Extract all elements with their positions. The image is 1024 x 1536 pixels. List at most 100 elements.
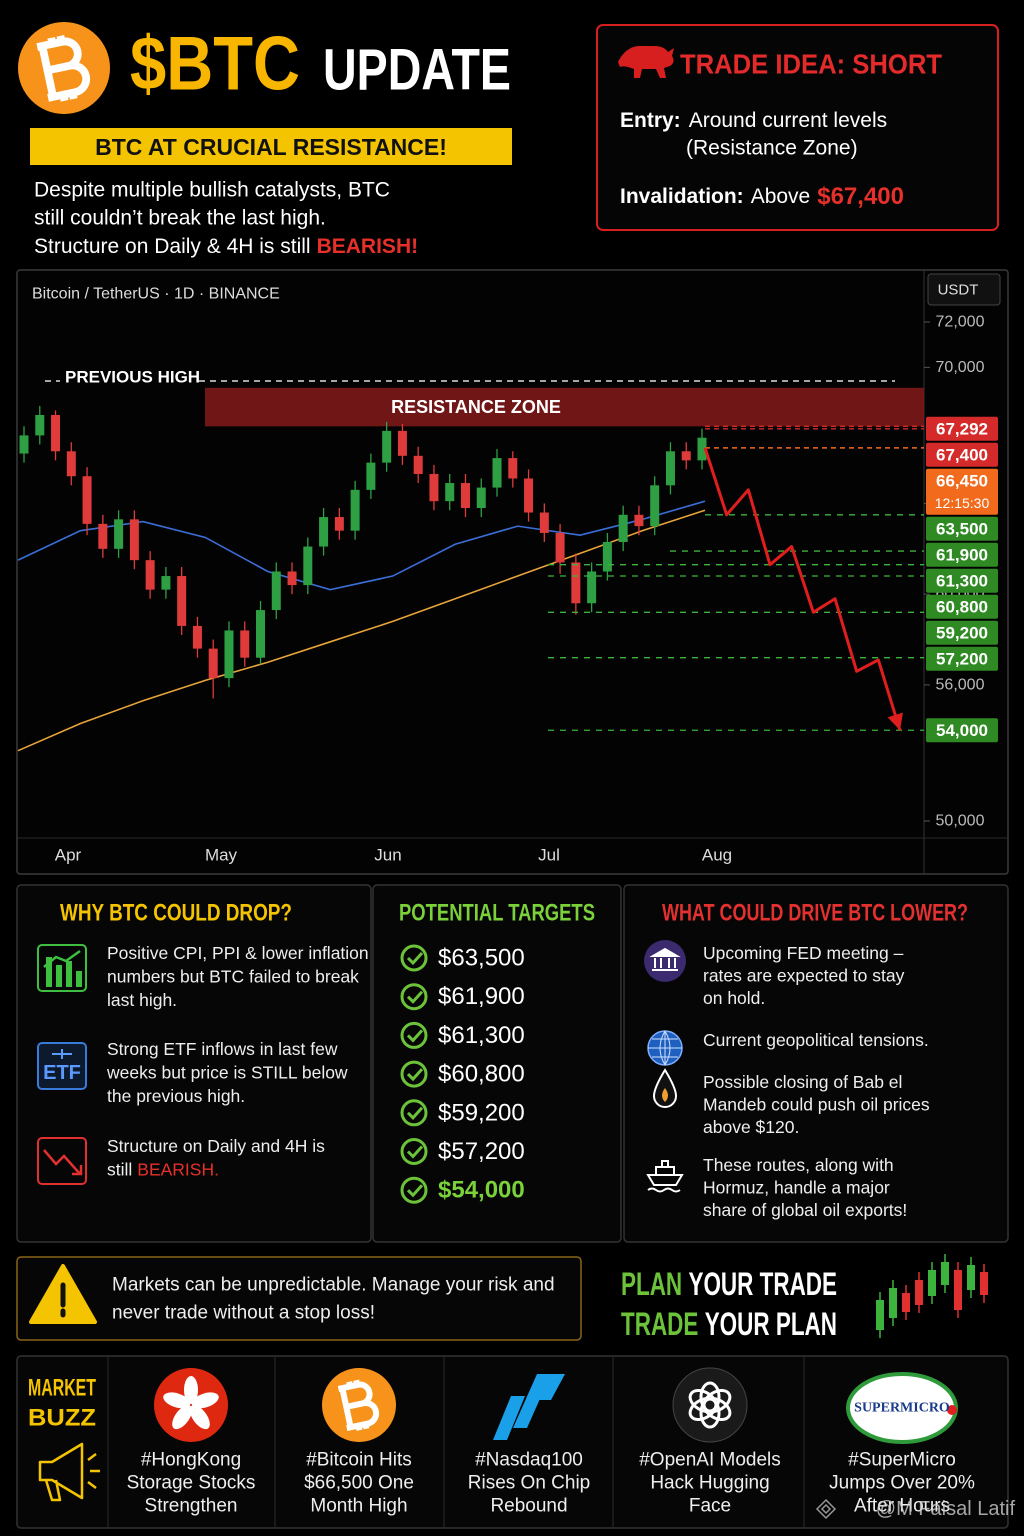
driver-item	[652, 1068, 678, 1108]
icon-frame	[37, 944, 87, 992]
x-tick-label: Jul	[538, 846, 560, 865]
currency-box	[927, 273, 1001, 306]
target-label: 54,000	[936, 721, 988, 740]
resistance-zone-label: RESISTANCE ZONE	[391, 397, 561, 417]
target-item: $61,300	[438, 1022, 525, 1049]
buzz-item	[322, 1368, 396, 1442]
target-check	[406, 951, 424, 966]
why-text: Positive CPI, PPI & lower inflation	[107, 943, 369, 963]
summary-line: Structure on Daily & 4H is still BEARISH!	[34, 235, 418, 258]
target-label: 61,300	[936, 571, 988, 590]
target-icon	[400, 983, 428, 1011]
trade-title: TRADE IDEA: SHORT	[680, 49, 942, 80]
buzz-panel	[16, 1355, 1009, 1529]
bitcoin-glyph-stroke	[337, 1379, 380, 1431]
resistance-zone	[205, 387, 924, 427]
icon-bar	[76, 971, 82, 987]
candle-body	[492, 458, 502, 488]
buzz-text: Month High	[310, 1496, 407, 1517]
why-item	[37, 1042, 87, 1090]
driver-item	[644, 940, 686, 982]
target-label-box	[926, 718, 998, 743]
logo-openai-ring	[688, 1389, 718, 1413]
icon-bar	[56, 965, 62, 987]
why-item	[37, 1137, 87, 1185]
target-label: 63,500	[936, 519, 988, 538]
target-item: $54,000	[438, 1177, 525, 1204]
targets-panel	[372, 884, 622, 1243]
invalidation-level: $67,400	[817, 183, 904, 210]
price-label-time: 12:15:30	[935, 495, 990, 511]
chart-source: Bitcoin / TetherUS · 1D · BINANCE	[32, 286, 280, 303]
candle-body	[114, 519, 124, 549]
warning-text: never trade without a stop loss!	[112, 1303, 375, 1324]
target-check	[406, 1029, 424, 1043]
entry-line: Entry: Around current levels	[620, 109, 887, 132]
target-item: $59,200	[438, 1099, 525, 1126]
icon-building	[649, 947, 681, 971]
candle-body	[697, 437, 707, 461]
y-tick-label: 70,000	[936, 359, 985, 376]
moving-average-line	[17, 509, 706, 752]
driver-item	[647, 1030, 683, 1066]
entry-label: Entry:	[620, 109, 681, 132]
candle-body	[161, 576, 171, 590]
candle-body	[224, 630, 234, 679]
driver-text: Hormuz, handle a major	[703, 1178, 890, 1198]
target-label-box	[926, 516, 998, 541]
candle-body	[445, 483, 455, 502]
warning-box	[16, 1256, 582, 1341]
header-ticker: $BTC	[130, 22, 300, 107]
icon-frame	[37, 1137, 87, 1185]
candle-body	[98, 523, 108, 549]
y-tick-label: 56,000	[936, 676, 985, 693]
candle-body	[129, 519, 139, 561]
buzz-text: #HongKong	[141, 1450, 241, 1471]
buzz-text: #Bitcoin Hits	[306, 1450, 412, 1471]
why-text: the previous high.	[107, 1086, 245, 1106]
buzz-item	[493, 1374, 565, 1440]
candle-body	[650, 485, 660, 527]
slogan-line: TRADEYOUR PLAN	[621, 1306, 837, 1342]
driver-text: Mandeb could push oil prices	[703, 1095, 930, 1115]
etf-icon-label: ETF	[43, 1062, 81, 1084]
bear-icon	[618, 46, 674, 78]
logo-nasdaq	[493, 1374, 565, 1440]
candle-body	[51, 414, 61, 452]
target-icon	[400, 1021, 428, 1049]
buzz-text: After Hours	[854, 1496, 950, 1517]
icon-frame	[37, 1042, 87, 1090]
buzz-item	[154, 1368, 228, 1442]
why-text: still BEARISH.	[107, 1160, 219, 1180]
logo-openai-bg	[672, 1367, 748, 1443]
target-item: $61,900	[438, 983, 525, 1010]
supermicro-logo-text: SUPERMICRO	[854, 1401, 950, 1416]
target-check	[406, 1184, 424, 1198]
buzz-text: $66,500 One	[304, 1473, 414, 1494]
entry-text: Around current levels	[689, 109, 887, 132]
candle-body	[271, 571, 281, 611]
candle-body	[256, 610, 266, 658]
target-label: 57,200	[936, 649, 988, 668]
summary-highlight: BEARISH!	[317, 235, 419, 258]
icon-arrow	[52, 1049, 72, 1059]
slogan-rest: YOUR PLAN	[705, 1306, 837, 1342]
candle-body	[555, 532, 565, 563]
text-part: still	[107, 1160, 132, 1180]
target-label: 59,200	[936, 623, 988, 642]
candle-body	[382, 430, 392, 463]
candle-body	[618, 514, 628, 543]
buzz-text: #OpenAI Models	[639, 1450, 781, 1471]
currency: USDT	[938, 282, 979, 299]
candle-body	[287, 571, 297, 586]
candle-body	[571, 562, 581, 604]
icon-bar	[46, 957, 52, 987]
driver-item	[646, 1160, 684, 1193]
target-label-box	[926, 542, 998, 567]
icon-arrowhead	[72, 1165, 83, 1176]
driver-text: share of global oil exports!	[703, 1200, 907, 1220]
slogan-accent: PLAN	[621, 1266, 682, 1302]
target-icon	[400, 1176, 428, 1204]
driver-text: Current geopolitical tensions.	[703, 1030, 929, 1050]
buzz-text: Hack Hugging	[650, 1473, 769, 1494]
